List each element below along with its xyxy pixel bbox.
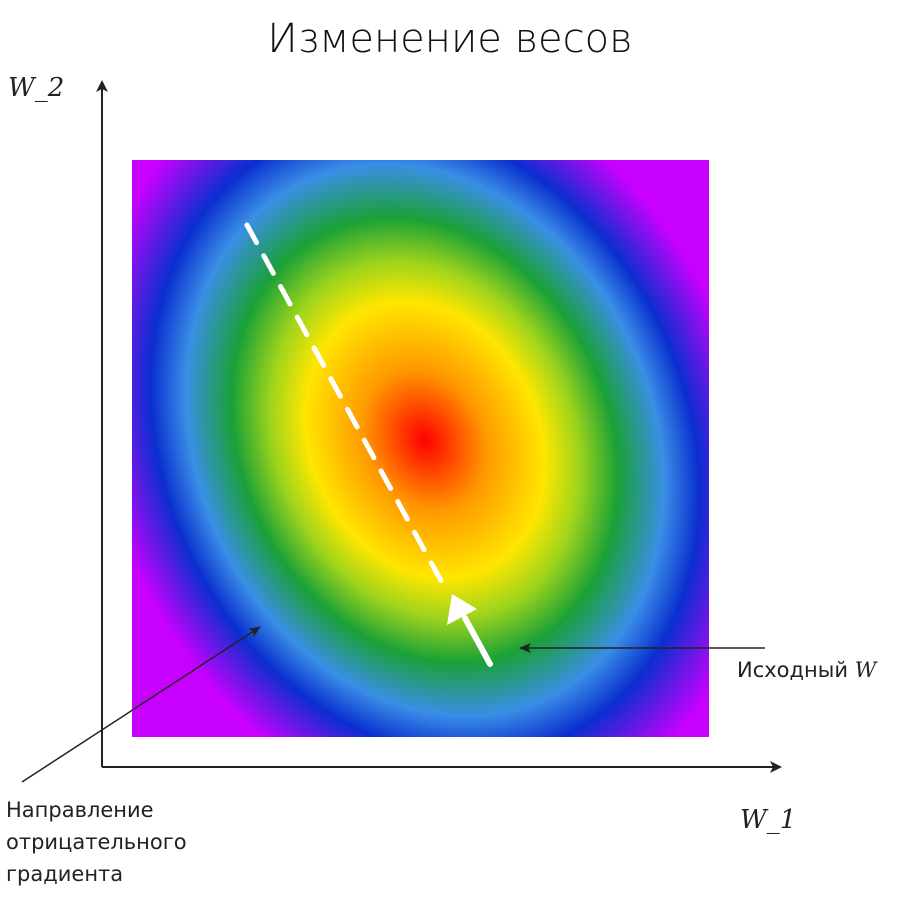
gradient-direction-line-2: отрицательного bbox=[6, 830, 187, 854]
gradient-direction-label: Направление отрицательного градиента bbox=[6, 798, 193, 886]
loss-heatmap bbox=[132, 160, 709, 737]
y-axis-label: W_2 bbox=[8, 73, 64, 103]
gradient-direction-line-3: градиента bbox=[6, 862, 123, 886]
initial-w-label: Исходный W bbox=[737, 658, 879, 682]
gradient-direction-line-1: Направление bbox=[6, 798, 154, 822]
initial-w-symbol: W bbox=[855, 658, 879, 682]
descent-path-dashed bbox=[244, 222, 449, 593]
diagram-title: Изменение весов bbox=[267, 16, 632, 62]
negative-gradient-arrow-head bbox=[447, 594, 477, 625]
negative-gradient-arrow-shaft bbox=[462, 615, 493, 667]
x-axis-label: W_1 bbox=[740, 805, 796, 835]
initial-w-prefix: Исходный bbox=[737, 658, 855, 682]
gradient-direction-pointer bbox=[21, 626, 261, 783]
